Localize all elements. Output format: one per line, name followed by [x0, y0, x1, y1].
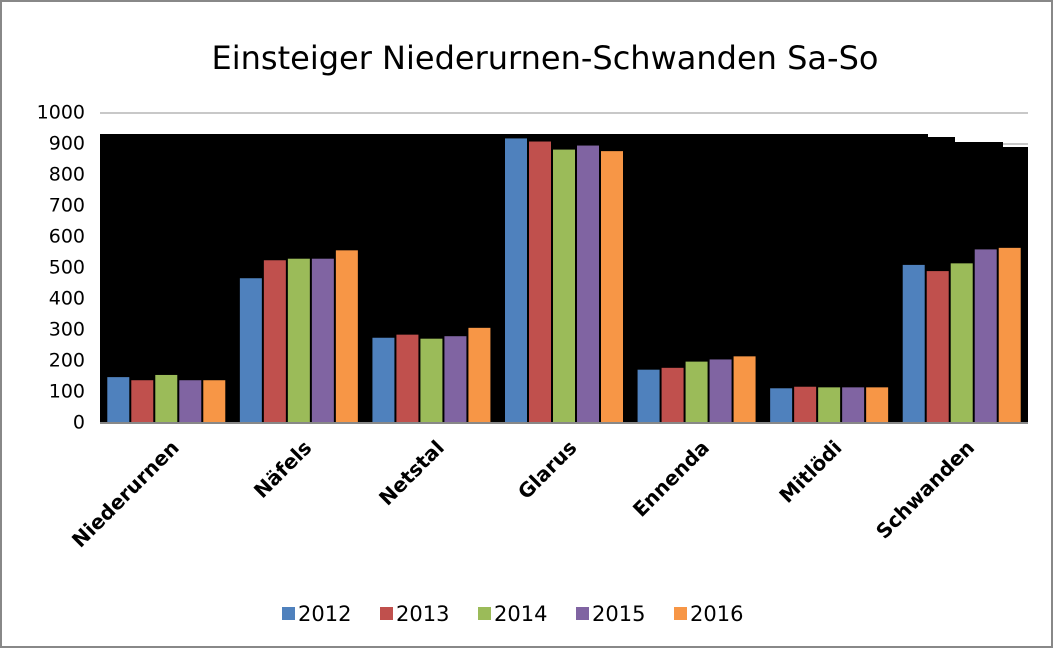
legend-label: 2016 [690, 602, 743, 626]
bar [505, 138, 527, 424]
y-tick-label: 1000 [37, 102, 85, 124]
y-tick-label: 800 [49, 164, 85, 186]
bar [131, 380, 154, 423]
bar [468, 327, 491, 423]
legend-label: 2015 [592, 602, 645, 626]
bar [311, 258, 334, 423]
bar [335, 250, 358, 423]
y-tick-label: 200 [49, 350, 85, 372]
y-tick-label: 500 [49, 257, 85, 279]
bar [179, 380, 202, 423]
chart-title: Einsteiger Niederurnen-Schwanden Sa-So [212, 39, 879, 77]
y-tick-label: 100 [49, 381, 85, 403]
bar [372, 337, 395, 423]
bar [902, 264, 925, 423]
bar [287, 258, 310, 423]
bar [444, 336, 467, 423]
bar [842, 387, 865, 423]
plot [107, 138, 1021, 424]
bar [866, 387, 889, 423]
bar [155, 374, 178, 423]
bar [420, 338, 443, 423]
bar [107, 377, 130, 423]
bar [685, 361, 708, 423]
legend-swatch [282, 607, 295, 620]
bar [577, 145, 599, 424]
legend-swatch [576, 607, 589, 620]
bar [601, 151, 623, 423]
legend-swatch [674, 607, 687, 620]
bar [529, 141, 551, 423]
y-tick-label: 400 [49, 288, 85, 310]
y-tick-label: 700 [49, 195, 85, 217]
legend-swatch [478, 607, 491, 620]
legend-label: 2012 [298, 602, 351, 626]
bar [396, 334, 419, 423]
bar [239, 278, 262, 423]
bar [203, 380, 226, 423]
bar [733, 356, 756, 423]
bar [770, 388, 793, 423]
bar [661, 367, 684, 423]
bar [818, 387, 841, 423]
legend-label: 2014 [494, 602, 547, 626]
bar [637, 369, 660, 423]
y-tick-label: 300 [49, 319, 85, 341]
legend-swatch [380, 607, 393, 620]
legend-label: 2013 [396, 602, 449, 626]
bar [998, 247, 1021, 423]
bar [263, 260, 286, 423]
bar [553, 149, 575, 423]
bar [974, 249, 997, 423]
y-tick-label: 0 [73, 412, 85, 434]
bar [709, 359, 732, 423]
bar [926, 271, 949, 423]
bar [794, 386, 817, 423]
y-tick-label: 900 [49, 133, 85, 155]
bar [950, 263, 973, 423]
y-tick-label: 600 [49, 226, 85, 248]
